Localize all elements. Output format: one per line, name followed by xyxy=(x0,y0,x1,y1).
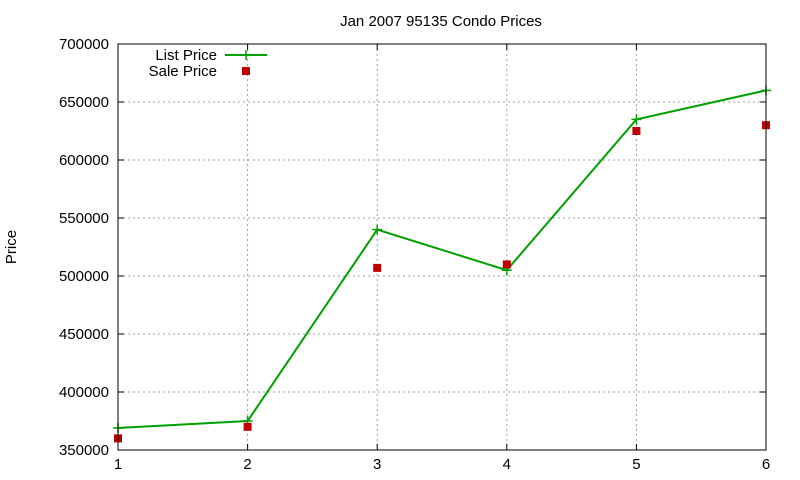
grid xyxy=(118,44,766,450)
y-axis-label: Price xyxy=(3,230,20,264)
legend-item: Sale Price xyxy=(149,63,250,80)
series-layer xyxy=(113,85,771,443)
data-point xyxy=(243,422,252,431)
x-tick-label: 4 xyxy=(503,456,511,473)
y-tick-label: 350000 xyxy=(59,442,109,459)
series-sale-price xyxy=(114,121,770,443)
legend-marker xyxy=(241,50,251,60)
series-line xyxy=(117,89,767,429)
data-point xyxy=(632,127,641,135)
x-tick-label: 1 xyxy=(114,456,122,473)
legend-marker xyxy=(242,67,250,75)
legend-label: List Price xyxy=(155,47,217,64)
x-tick-label: 5 xyxy=(632,456,640,473)
data-point xyxy=(502,260,511,269)
data-point xyxy=(372,224,383,235)
legend-item: List Price xyxy=(155,47,267,64)
y-tick-label: 600000 xyxy=(59,152,109,169)
y-tick-label: 700000 xyxy=(59,36,109,53)
series-list-price xyxy=(113,85,771,433)
data-point xyxy=(631,114,642,125)
plot-frame xyxy=(117,43,767,451)
y-tick-label: 500000 xyxy=(59,268,109,285)
y-tick-label: 550000 xyxy=(59,210,109,227)
x-tick-label: 2 xyxy=(243,456,251,473)
data-point xyxy=(373,263,382,272)
y-tick-label: 450000 xyxy=(59,326,109,343)
x-tick-label: 6 xyxy=(762,456,770,473)
chart-title: Jan 2007 95135 Condo Prices xyxy=(340,13,542,30)
y-tick-label: 650000 xyxy=(59,94,109,111)
y-tick-label: 400000 xyxy=(59,384,109,401)
axis-ticks: 1 2 3 4 5 6 350000 400000 450000 500000 550000 6000… xyxy=(59,36,770,473)
legend-label: Sale Price xyxy=(149,63,217,80)
x-tick-label: 3 xyxy=(373,456,381,473)
